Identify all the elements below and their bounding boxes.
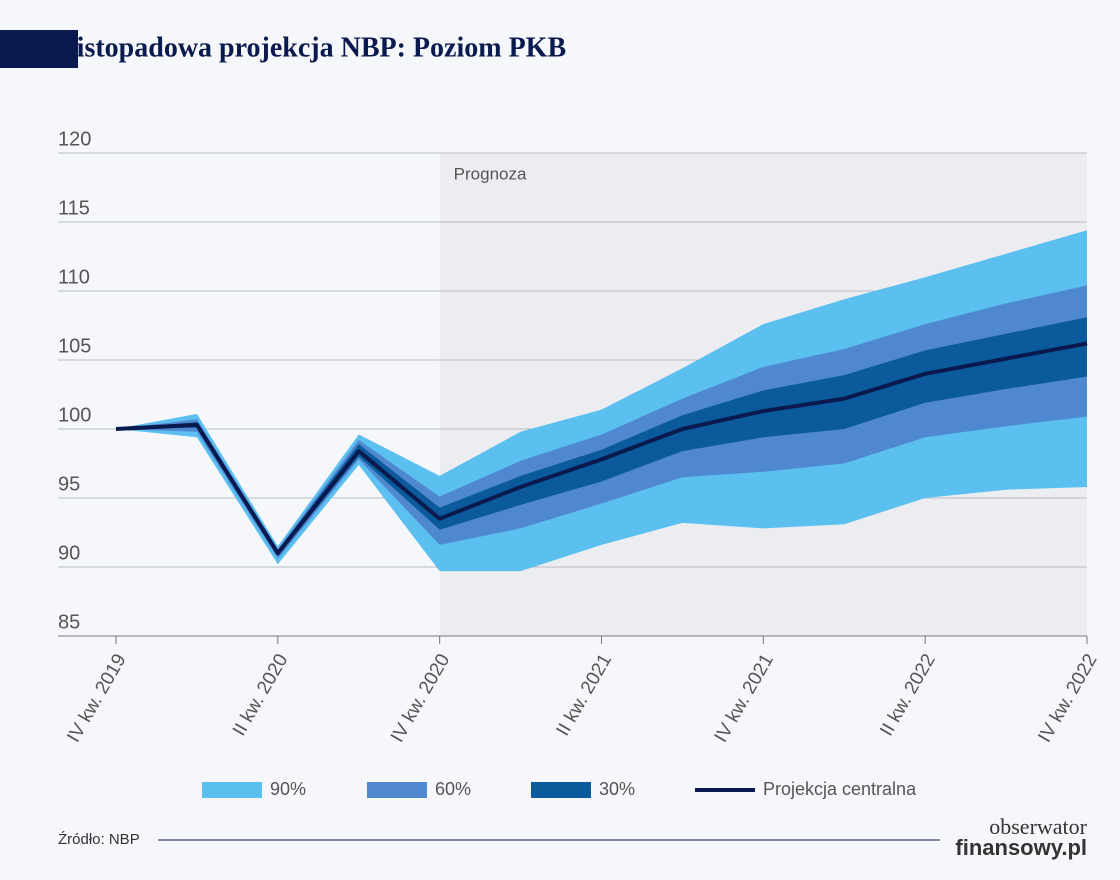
x-tick-label: IV kw. 2020 [387, 651, 454, 747]
x-tick-label: IV kw. 2022 [1034, 651, 1101, 747]
y-tick-label: 120 [58, 128, 91, 150]
band [116, 230, 1087, 572]
x-tick-label: IV kw. 2019 [63, 651, 130, 747]
legend-swatch [202, 782, 262, 798]
y-tick-label: 105 [58, 335, 91, 357]
y-tick-label: 95 [58, 473, 80, 495]
y-tick-label: 90 [58, 542, 80, 564]
legend-label: 60% [435, 779, 471, 799]
chart-title: Listopadowa projekcja NBP: Poziom PKB [58, 32, 566, 63]
legend-label: Projekcja centralna [763, 779, 917, 799]
x-tick-label: II kw. 2020 [229, 651, 293, 740]
y-tick-label: 110 [58, 266, 90, 288]
x-tick-label: II kw. 2022 [876, 651, 940, 740]
title-marker [0, 30, 78, 68]
logo-top: obserwator [989, 814, 1087, 839]
x-tick-label: II kw. 2021 [553, 651, 617, 740]
y-tick-label: 115 [58, 197, 90, 219]
legend-swatch [367, 782, 427, 798]
source: Źródło: NBP [58, 831, 140, 848]
central-line [115, 341, 1088, 556]
y-tick-label: 100 [58, 404, 91, 426]
legend-label: 30% [599, 779, 635, 799]
x-tick-label: IV kw. 2021 [711, 651, 778, 747]
logo-bottom: finansowy.pl [955, 835, 1087, 860]
legend-swatch [531, 782, 591, 798]
band [116, 285, 1087, 559]
legend-label: 90% [270, 779, 306, 799]
band [116, 317, 1087, 556]
y-tick-label: 85 [58, 611, 80, 633]
forecast-label: Prognoza [454, 164, 527, 183]
